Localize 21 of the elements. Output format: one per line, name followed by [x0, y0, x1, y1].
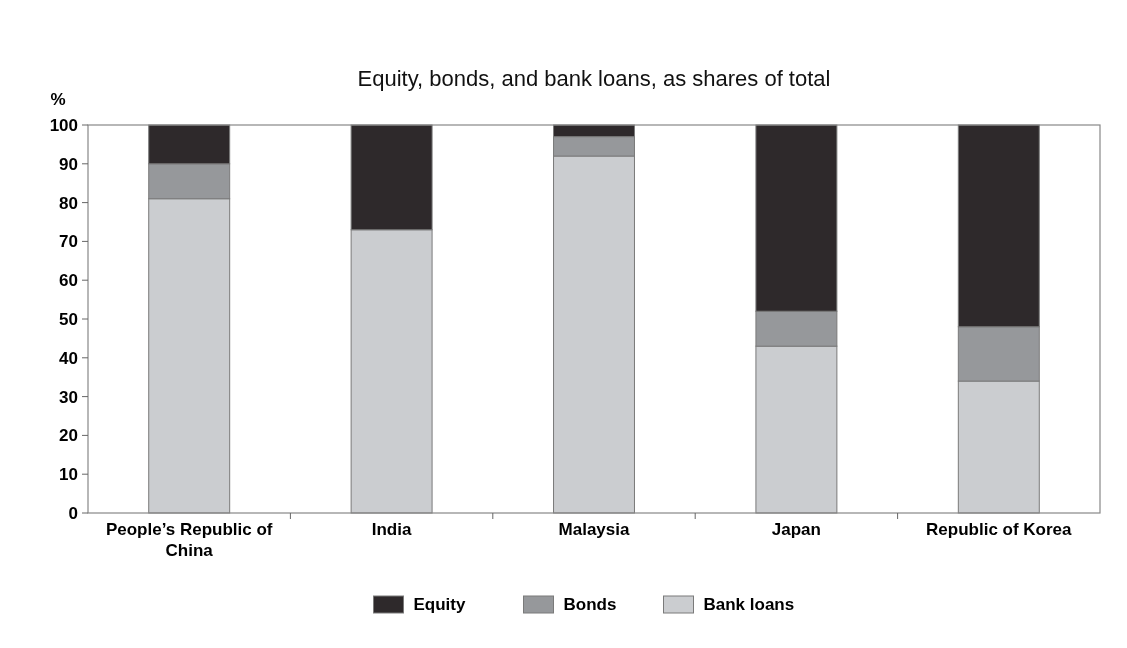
- y-tick-label: 30: [59, 387, 78, 407]
- y-tick-label: 100: [49, 115, 78, 135]
- legend-label: Bonds: [563, 594, 617, 614]
- y-tick-label: 60: [59, 271, 78, 291]
- x-tick-label: India: [371, 520, 412, 539]
- x-tick-label: Japan: [771, 520, 821, 539]
- y-tick-label: 90: [59, 154, 78, 174]
- chart-title: Equity, bonds, and bank loans, as shares of total: [357, 66, 831, 91]
- y-tick-label: 20: [59, 426, 78, 446]
- legend-label: Bank loans: [703, 594, 795, 614]
- y-tick-label: 0: [68, 503, 78, 523]
- x-tick-label: Malaysia: [558, 520, 630, 539]
- y-tick-label: 70: [59, 232, 78, 252]
- y-tick-label: 80: [59, 193, 78, 213]
- y-tick-label: 50: [59, 309, 78, 329]
- legend-label: Equity: [413, 594, 466, 614]
- y-tick-label: 40: [59, 348, 78, 368]
- y-axis-title: %: [50, 90, 66, 109]
- y-tick-label: 10: [59, 465, 78, 485]
- x-tick-label: People’s Republic of China: [105, 520, 273, 560]
- x-tick-label: Republic of Korea: [926, 520, 1073, 539]
